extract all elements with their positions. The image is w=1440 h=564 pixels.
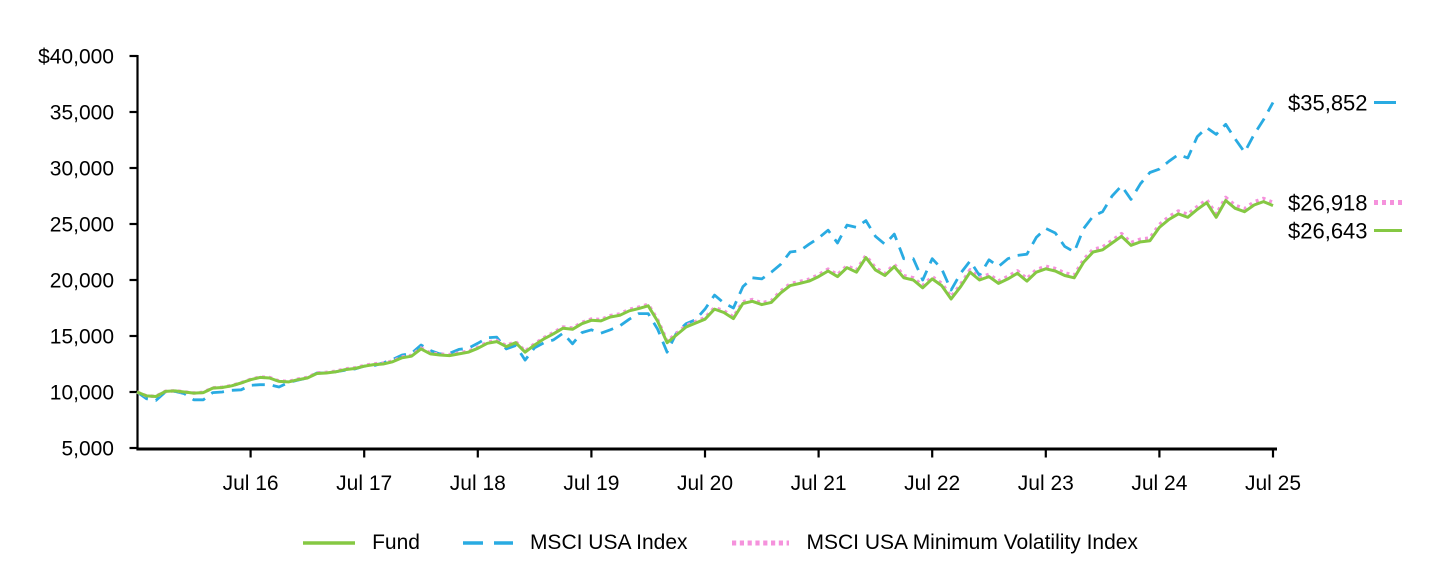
x-axis-tick-label: Jul 21 bbox=[791, 472, 847, 495]
series-line-msci-usa-index bbox=[136, 101, 1275, 402]
legend-item-msci-usa-index: MSCI USA Index bbox=[462, 531, 688, 555]
fund-line-icon bbox=[303, 541, 356, 545]
x-axis-tick-label: Jul 25 bbox=[1245, 472, 1301, 495]
series-msci-usa-min-vol-index bbox=[136, 195, 1274, 399]
legend-label-msci-usa-index: MSCI USA Index bbox=[529, 531, 688, 554]
legend-label-msci-usa-min-vol-index: MSCI USA Minimum Volatility Index bbox=[806, 531, 1138, 554]
series-fund bbox=[136, 199, 1274, 398]
series-msci-usa-index bbox=[136, 101, 1275, 402]
x-axis-tick-label: Jul 18 bbox=[450, 472, 506, 495]
end-value-label-msci-usa-min-vol-index: $26,918 bbox=[1288, 191, 1368, 216]
y-axis-tick-label: 15,000 bbox=[50, 326, 114, 349]
y-axis-tick-label: 10,000 bbox=[50, 382, 114, 405]
y-axis-tick-label: 5,000 bbox=[61, 438, 114, 461]
end-value-label-msci-usa-index: $35,852 bbox=[1288, 90, 1368, 115]
legend-item-fund: Fund bbox=[302, 531, 420, 555]
legend-item-msci-usa-min-vol-index: MSCI USA Minimum Volatility Index bbox=[730, 531, 1138, 555]
legend-label-fund: Fund bbox=[372, 531, 420, 554]
plot-area: $40,000 35,000 30,000 25,000 20,000 15,000 10,… bbox=[38, 46, 1402, 495]
end-value-label-fund: $26,643 bbox=[1288, 219, 1368, 244]
x-axis-tick-label: Jul 24 bbox=[1131, 472, 1187, 495]
x-axis: Jul 16 Jul 17 Jul 18 Jul 19 Jul 20 Jul 21 Jul … bbox=[136, 447, 1301, 495]
msci-usa-min-vol-index-line-icon bbox=[731, 540, 789, 546]
chart-legend: Fund MSCI USA Index MSCI USA Minimum Vol… bbox=[0, 531, 1440, 555]
y-axis: $40,000 35,000 30,000 25,000 20,000 15,000 10,… bbox=[38, 46, 139, 461]
series-line-msci-usa-min-vol-index bbox=[136, 195, 1274, 399]
x-axis-tick-label: Jul 23 bbox=[1018, 472, 1074, 495]
end-value-labels: $35,852 $26,918 $26,643 bbox=[1288, 90, 1402, 244]
x-axis-tick-label: Jul 19 bbox=[563, 472, 619, 495]
series-line-fund bbox=[136, 199, 1274, 398]
y-axis-tick-label: 30,000 bbox=[50, 158, 114, 181]
msci-usa-index-line-icon bbox=[462, 541, 513, 545]
x-axis-tick-label: Jul 22 bbox=[904, 472, 960, 495]
x-axis-tick-label: Jul 17 bbox=[336, 472, 392, 495]
y-axis-tick-label: 25,000 bbox=[50, 214, 114, 237]
y-axis-tick-label: 20,000 bbox=[50, 270, 114, 293]
y-axis-tick-label: 35,000 bbox=[50, 102, 114, 125]
x-axis-tick-label: Jul 20 bbox=[677, 472, 733, 495]
x-axis-tick-label: Jul 16 bbox=[223, 472, 279, 495]
y-axis-tick-label: $40,000 bbox=[38, 46, 114, 69]
